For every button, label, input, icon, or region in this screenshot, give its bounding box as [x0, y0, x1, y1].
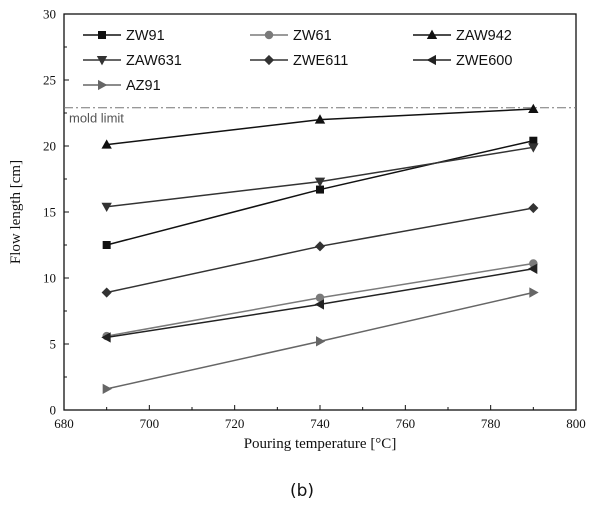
- data-point-zwe611: [101, 287, 112, 298]
- legend-marker: [98, 30, 107, 39]
- plot-frame: [63, 13, 577, 411]
- x-axis-title: Pouring temperature [°C]: [244, 436, 397, 452]
- legend-label: ZWE600: [456, 53, 512, 69]
- data-point-zaw631: [314, 177, 326, 187]
- legend-marker: [426, 54, 437, 66]
- series-zaw631: [101, 143, 539, 213]
- mold-limit-label: mold limit: [69, 111, 124, 126]
- series-layer: [101, 103, 539, 395]
- data-point-zw91: [529, 136, 538, 145]
- data-point-zwe600: [101, 332, 111, 343]
- series-zaw942: [101, 103, 539, 149]
- data-point-zaw631: [528, 143, 539, 153]
- legend-item-zw61: ZW61: [250, 28, 332, 44]
- x-tick-label: 700: [140, 416, 160, 431]
- legend-marker: [263, 54, 275, 66]
- data-point-zaw942: [101, 139, 112, 149]
- legend: ZW91 ZW61 ZAW942 ZAW631 ZWE611 ZWE600 AZ91: [83, 28, 512, 94]
- legend-item-az91: AZ91: [83, 78, 161, 94]
- legend-marker: [98, 79, 108, 91]
- figure-caption: (b): [290, 481, 314, 501]
- legend-marker: [96, 56, 108, 66]
- mold-limit-line: mold limit: [64, 107, 576, 126]
- y-tick-label: 25: [43, 73, 56, 88]
- data-point-zaw631: [101, 202, 112, 213]
- legend-label: ZW91: [126, 28, 165, 44]
- legend-item-zwe600: ZWE600: [413, 53, 512, 69]
- data-point-zwe600: [314, 299, 325, 310]
- data-point-zwe600: [528, 263, 538, 274]
- legend-label: ZW61: [293, 28, 332, 44]
- legend-marker: [264, 30, 274, 40]
- data-point-zaw942: [528, 103, 539, 114]
- legend-item-zaw631: ZAW631: [83, 53, 182, 69]
- x-tick-label: 720: [225, 416, 245, 431]
- x-tick-label: 780: [481, 416, 501, 431]
- series-zwe611: [101, 202, 539, 298]
- x-tick-label: 680: [54, 416, 74, 431]
- series-az91: [102, 287, 539, 395]
- data-point-az91: [529, 287, 539, 298]
- series-zwe600: [101, 263, 538, 343]
- y-tick-label: 15: [43, 205, 56, 220]
- y-tick-label: 10: [43, 271, 56, 286]
- x-tick-label: 800: [566, 416, 586, 431]
- data-point-zaw942: [314, 114, 326, 124]
- legend-label: AZ91: [126, 78, 161, 94]
- data-point-az91: [315, 336, 326, 347]
- series-line-zaw631: [106, 146, 534, 208]
- data-point-az91: [102, 383, 112, 395]
- y-axis-title: Flow length [cm]: [8, 160, 24, 264]
- data-point-zwe611: [314, 241, 326, 252]
- legend-label: ZAW942: [456, 28, 512, 44]
- legend-label: ZWE611: [293, 53, 348, 69]
- legend-item-zaw942: ZAW942: [413, 28, 512, 44]
- y-tick-label: 5: [50, 337, 57, 352]
- legend-item-zwe611: ZWE611: [250, 53, 348, 69]
- legend-marker: [426, 29, 438, 39]
- legend-label: ZAW631: [126, 53, 182, 69]
- series-zw91: [102, 136, 538, 249]
- data-point-zwe611: [528, 202, 539, 214]
- y-tick-label: 0: [50, 403, 57, 418]
- x-axis: 680 700 720 740 760 780 800: [54, 405, 586, 431]
- y-tick-label: 30: [43, 7, 56, 22]
- x-tick-label: 740: [310, 416, 330, 431]
- y-axis: 0 5 10 15 20 25 30: [43, 7, 69, 418]
- data-point-zw91: [315, 185, 324, 194]
- x-tick-label: 760: [396, 416, 416, 431]
- y-tick-label: 20: [43, 139, 56, 154]
- legend-item-zw91: ZW91: [83, 28, 165, 44]
- data-point-zw91: [102, 240, 111, 249]
